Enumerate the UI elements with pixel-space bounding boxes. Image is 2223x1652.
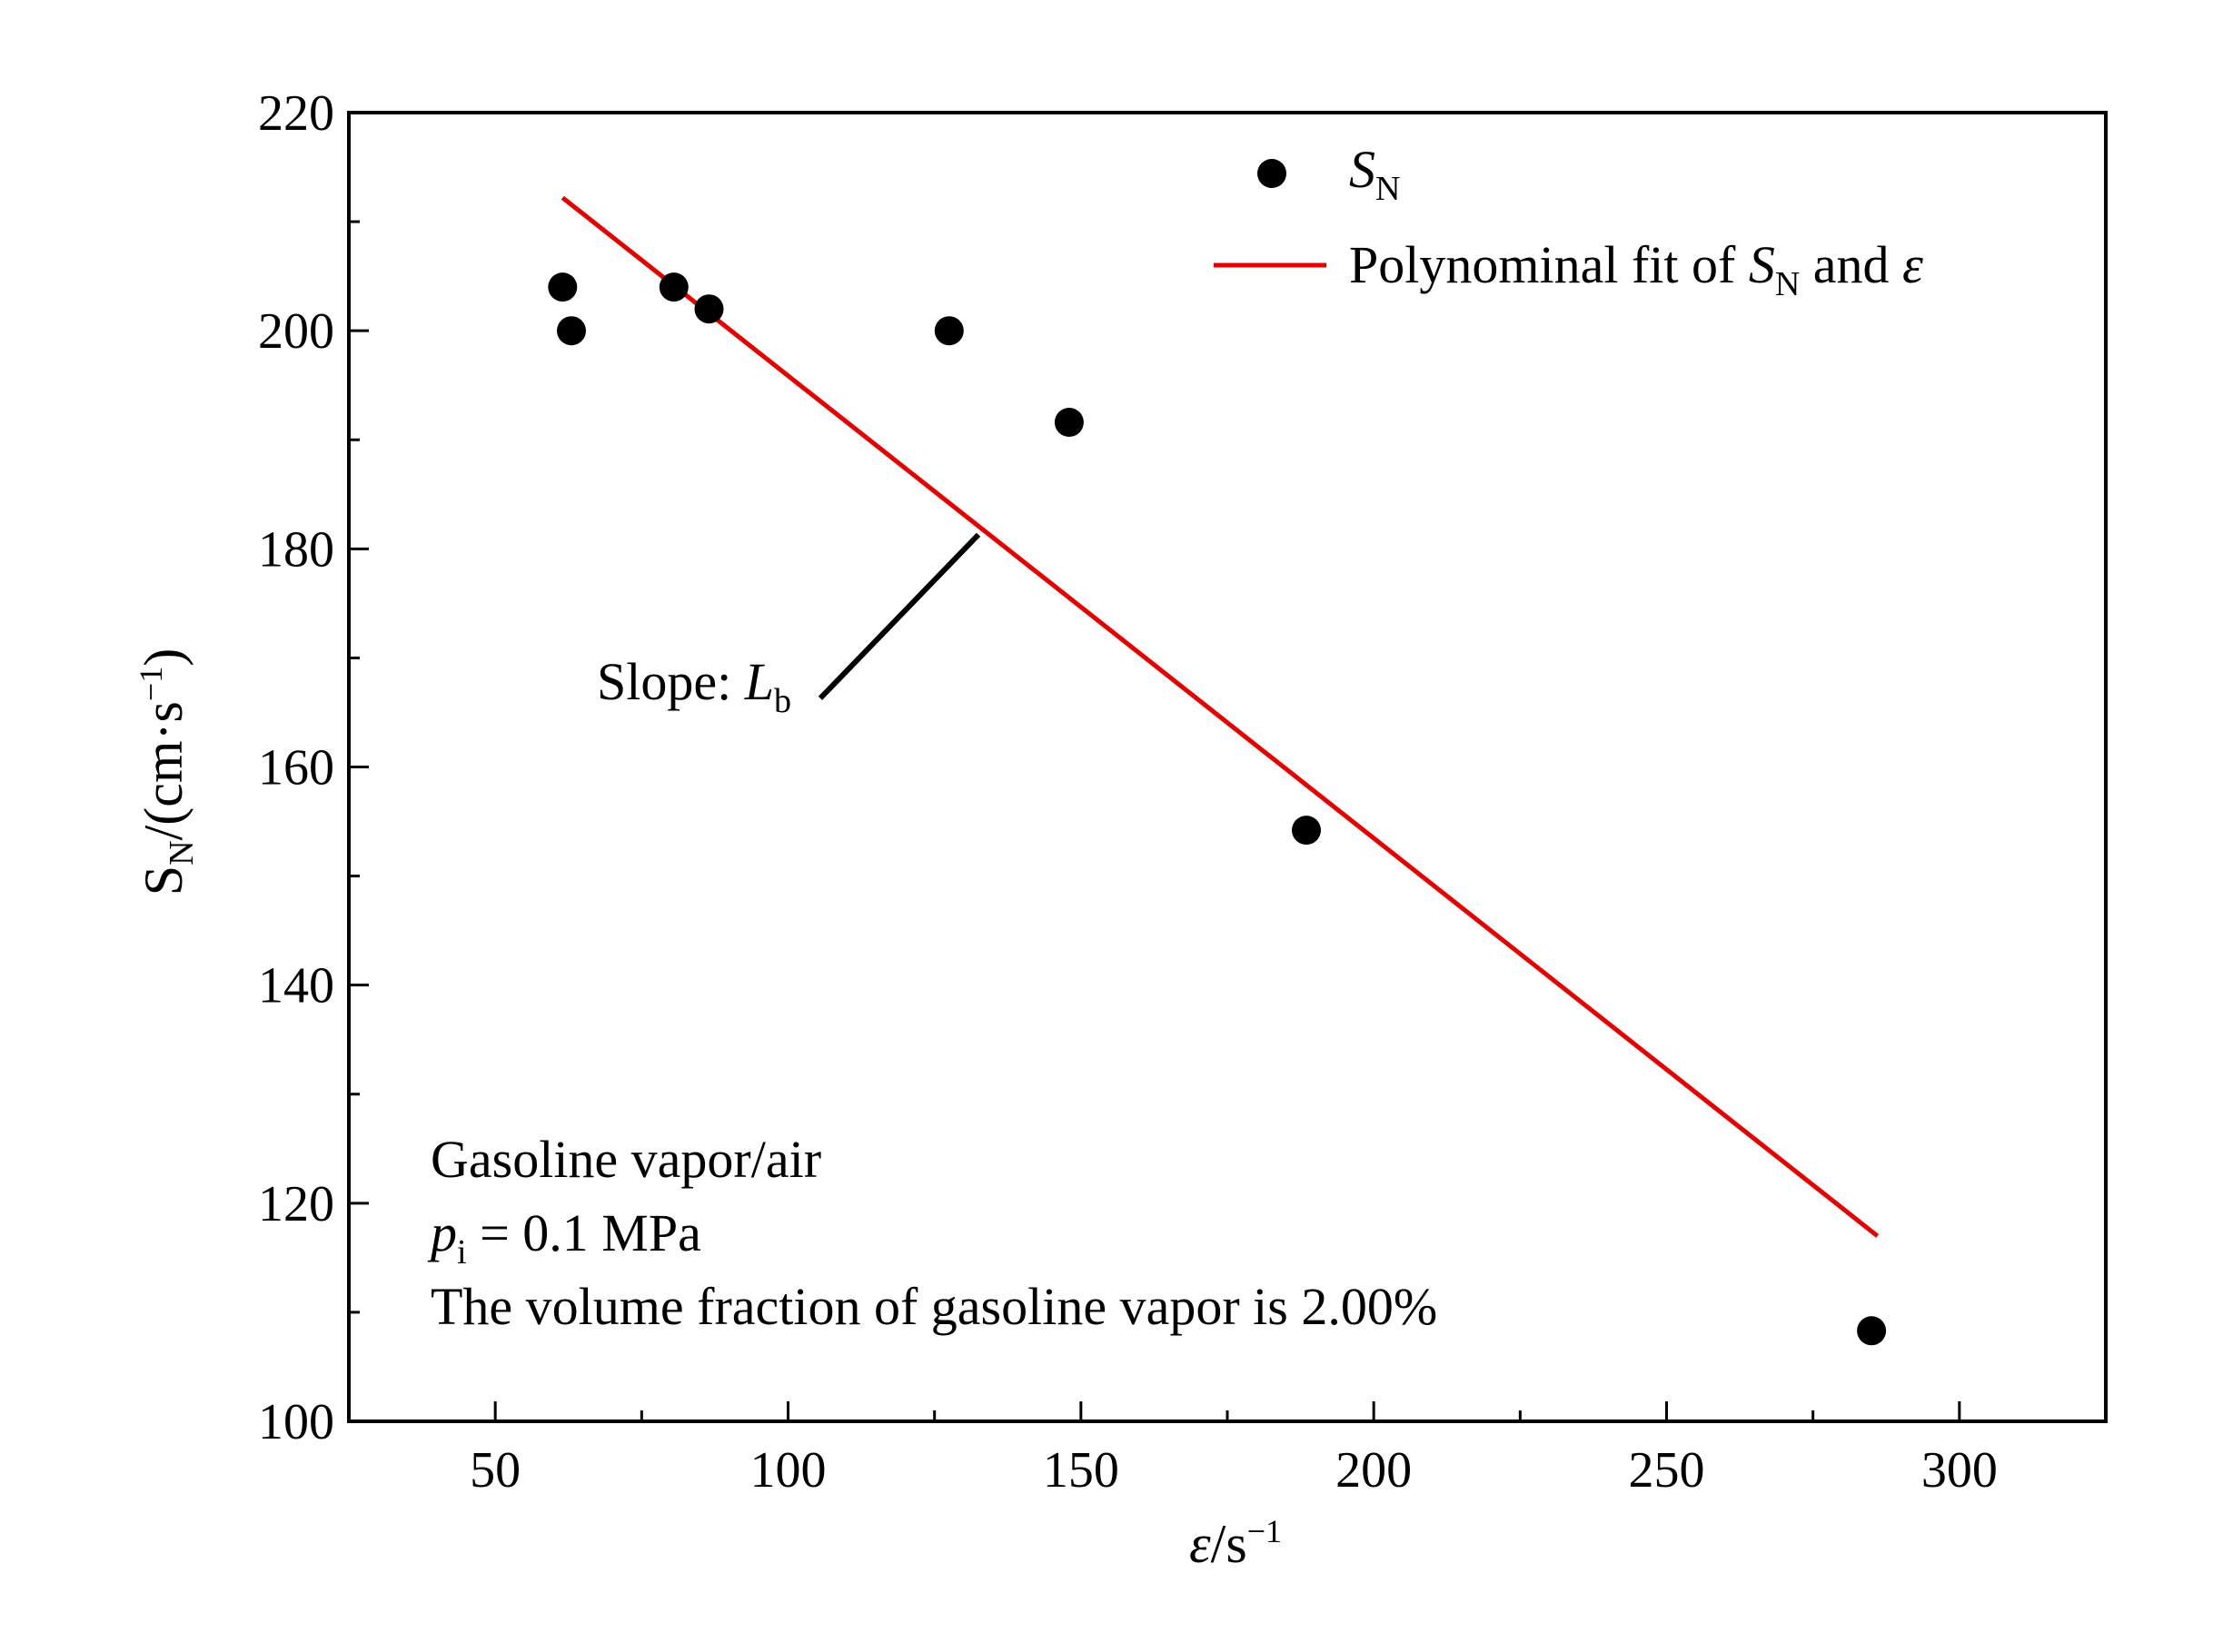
fit-line [561,195,1880,1238]
condition-line-1: Gasoline vapor/air [431,1130,821,1189]
legend-label-fit: Polynominal fit of SN and ε [1349,235,1923,303]
pressure-subscript: i [457,1233,467,1271]
data-point [1292,816,1321,846]
legend-fit-text: Polynominal fit of [1349,235,1749,294]
x-tick-label: 200 [1335,1442,1412,1499]
x-tick-label: 150 [1043,1442,1119,1499]
legend-fit-symbol-epsilon: ε [1902,235,1923,294]
x-tick-label: 300 [1921,1442,1998,1499]
y-axis-unit: /(cm·s [134,701,194,840]
data-point [557,316,586,346]
y-tick-label: 220 [258,85,334,142]
y-tick-label: 100 [258,1394,334,1450]
y-tick-label: 140 [258,958,334,1014]
data-point [1857,1316,1887,1346]
data-point [934,316,964,346]
slope-annotation: Slope: Lb [597,652,791,720]
legend-sn-subscript: N [1375,170,1400,208]
slope-pointer-line [818,532,981,700]
legend-marker-sn [1257,159,1286,188]
y-axis-symbol: S [134,866,194,895]
x-axis-unit: /s [1211,1514,1247,1574]
legend: SN Polynominal fit of SN and ε [1214,140,1923,303]
legend-fit-mid: and [1800,235,1902,294]
axis-tick-labels: 50 100 150 200 250 300 100 120 140 160 180 200 220 [258,85,1998,1499]
condition-line-3: The volume fraction of gasoline vapor is… [431,1277,1437,1336]
legend-fit-symbol-s: S [1749,235,1775,294]
slope-subscript: b [774,682,791,720]
y-tick-label: 180 [258,521,334,578]
slope-prefix: Slope: [597,652,745,711]
series-layer [548,195,1887,1346]
legend-label-sn: SN [1349,140,1400,208]
data-point [694,294,724,324]
data-point [659,272,689,302]
legend-fit-subscript-n: N [1775,265,1800,303]
slope-symbol: L [744,652,774,711]
pressure-value: = 0.1 MPa [467,1203,701,1262]
legend-sn-symbol: S [1349,140,1375,199]
y-axis-superscript: −1 [133,667,169,701]
x-axis-title: ε/s−1 [1189,1513,1282,1574]
data-point [548,272,578,302]
condition-line-2: pi = 0.1 MPa [427,1203,701,1271]
y-axis-title: SN/(cm·s−1) [133,648,201,895]
x-axis-symbol: ε [1189,1514,1211,1574]
x-tick-label: 100 [750,1442,827,1499]
y-axis-subscript: N [163,840,201,865]
x-axis-superscript: −1 [1247,1513,1282,1549]
y-axis-close: ) [134,648,194,667]
y-tick-label: 120 [258,1176,334,1232]
pressure-symbol: p [427,1203,457,1262]
x-tick-label: 250 [1629,1442,1705,1499]
axis-ticks [349,111,1961,1423]
y-tick-label: 160 [258,740,334,796]
y-tick-label: 200 [258,303,334,360]
x-tick-label: 50 [470,1442,521,1499]
data-point [1054,408,1084,437]
